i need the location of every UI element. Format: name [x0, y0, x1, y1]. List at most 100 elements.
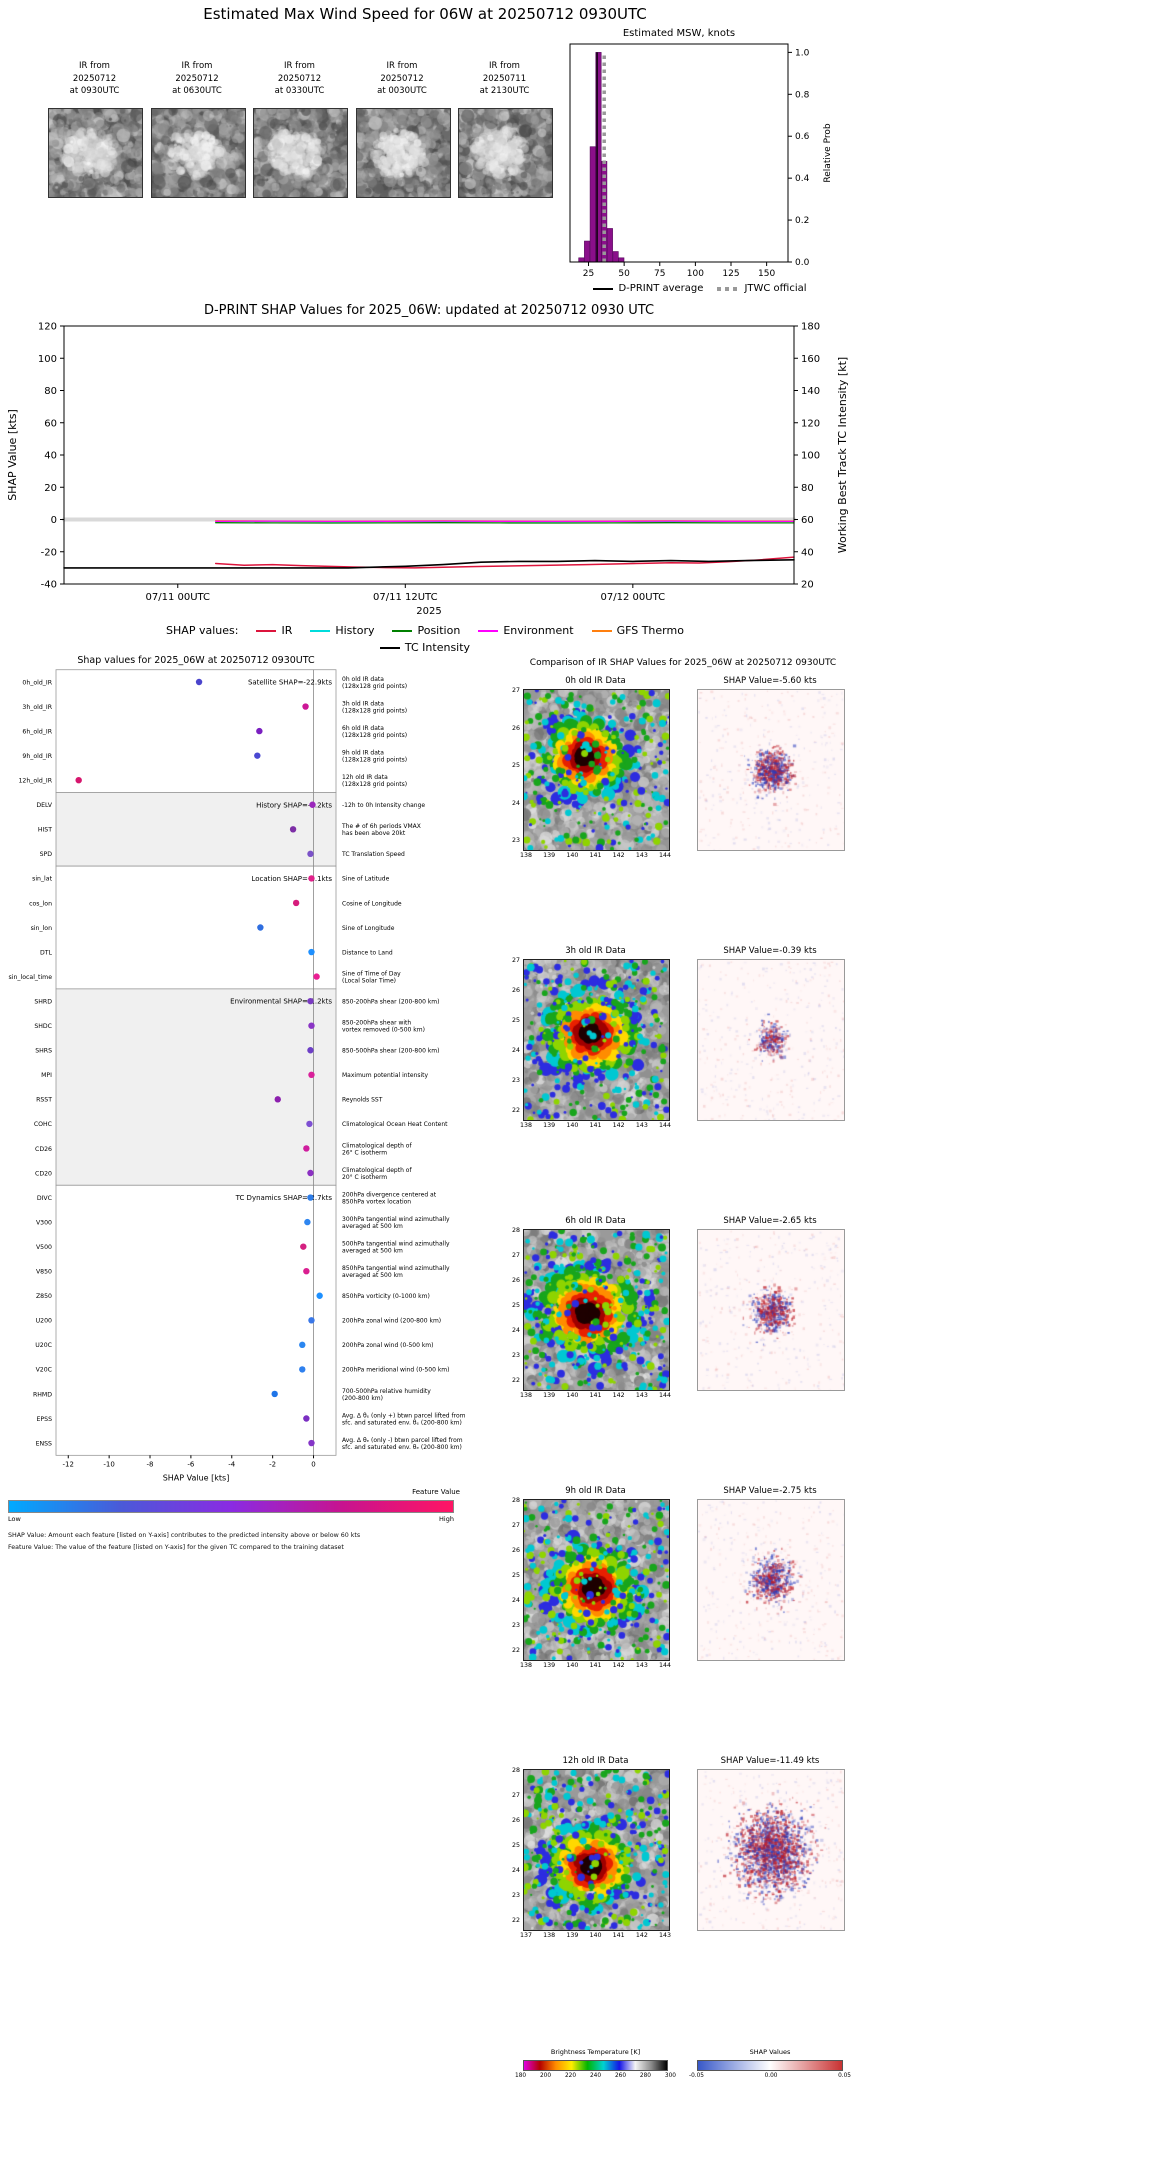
svg-text:1.0: 1.0: [795, 48, 810, 58]
lat-tick-label: 25: [511, 1302, 520, 1309]
svg-text:Climatological Ocean Heat Cont: Climatological Ocean Heat Content: [342, 1121, 448, 1128]
svg-text:Relative Prob: Relative Prob: [823, 123, 833, 182]
ts-legend-item-tc-intensity: TC Intensity: [379, 641, 470, 654]
svg-text:Avg. Δ θₑ (only -) btwn parcel: Avg. Δ θₑ (only -) btwn parcel lifted fr…: [342, 1437, 463, 1444]
lat-tick-label: 22: [511, 1647, 520, 1654]
feature-value-colorbar: [8, 1500, 454, 1513]
lon-tick-label: 139: [543, 1122, 556, 1129]
lat-tick-label: 28: [511, 1497, 520, 1504]
svg-text:SHRD: SHRD: [34, 998, 52, 1005]
bt-colorbar-tick: 300: [664, 2073, 676, 2079]
svg-text:Climatological depth of: Climatological depth of: [342, 1142, 412, 1149]
svg-text:V850: V850: [36, 1269, 52, 1276]
svg-text:40: 40: [801, 547, 814, 558]
legend-line-swatch: [310, 629, 331, 632]
lat-tick-label: 22: [511, 1107, 520, 1114]
shap-timeseries-legend: SHAP values: IR History Position Environment…: [25, 622, 825, 656]
lat-tick-label: 25: [511, 762, 520, 769]
svg-text:0h old IR data: 0h old IR data: [342, 676, 384, 683]
lon-tick-label: 138: [519, 1662, 533, 1669]
svg-text:07/12 00UTC: 07/12 00UTC: [601, 592, 666, 603]
svg-text:80: 80: [801, 483, 814, 494]
ir-shap-comparison-section: Comparison of IR SHAP Values for 2025_06…: [495, 652, 875, 2092]
lat-tick-label: 27: [511, 957, 520, 964]
ts-legend-item-environment: Environment: [478, 624, 574, 637]
shap-map-canvas-1: [697, 959, 845, 1121]
lon-tick-label: 142: [612, 1662, 625, 1669]
shap-value-title-0: SHAP Value=-5.60 kts: [723, 676, 817, 686]
svg-text:SHAP Value [kts]: SHAP Value [kts]: [6, 409, 19, 501]
svg-text:9h_old_IR: 9h_old_IR: [22, 753, 52, 760]
svg-text:20: 20: [44, 483, 57, 494]
svg-text:40: 40: [44, 451, 57, 462]
svg-text:-8: -8: [147, 1460, 154, 1468]
svg-text:averaged at 500 km: averaged at 500 km: [342, 1272, 403, 1279]
svg-text:History SHAP=-1.2kts: History SHAP=-1.2kts: [256, 801, 332, 809]
svg-text:0: 0: [311, 1460, 315, 1468]
shap-values-colorbar-ticks: -0.05 0.00 0.05: [689, 2073, 851, 2079]
svg-text:vortex removed (0-500 km): vortex removed (0-500 km): [342, 1027, 425, 1034]
bt-colorbar-tick: 180: [515, 2073, 527, 2079]
lon-tick-label: 142: [635, 1932, 648, 1939]
hist-legend-item-jtwc-official: JTWC official: [717, 283, 807, 294]
svg-text:-40: -40: [41, 580, 57, 591]
svg-text:Environmental SHAP=-1.2kts: Environmental SHAP=-1.2kts: [230, 998, 332, 1006]
svg-text:-10: -10: [103, 1460, 114, 1468]
ir-thumbnail-label-2: IR from 20250712 at 0330UTC: [274, 61, 325, 96]
lon-tick-label: 141: [589, 1392, 602, 1399]
lon-tick-label: 138: [543, 1932, 556, 1939]
lat-tick-label: 23: [511, 1622, 520, 1629]
legend-line-swatch: [379, 646, 400, 649]
svg-text:HIST: HIST: [38, 827, 52, 834]
ts-legend-item-gfs-thermo: GFS Thermo: [591, 624, 684, 637]
svg-text:-2: -2: [269, 1460, 276, 1468]
svg-text:200hPa meridional wind (0-500: 200hPa meridional wind (0-500 km): [342, 1367, 450, 1374]
feature-value-footnote: Feature Value: The value of the feature …: [8, 1544, 344, 1551]
svg-text:sfc. and saturated env. θₑ (20: sfc. and saturated env. θₑ (200-800 km): [342, 1444, 462, 1451]
lon-tick-label: 142: [612, 1392, 625, 1399]
msw-histogram: Estimated MSW, knots 25 50 75 100 125 150 0.0 0.…: [569, 28, 833, 279]
bt-colorbar-tick: 220: [564, 2073, 577, 2079]
svg-text:0.4: 0.4: [795, 174, 810, 184]
lat-tick-label: 25: [511, 1572, 520, 1579]
ir-thumbnail-label-4: IR from 20250711 at 2130UTC: [479, 61, 530, 96]
lat-tick-label: 27: [511, 687, 520, 694]
ir-data-canvas-1: [523, 959, 670, 1121]
svg-text:ENSS: ENSS: [36, 1440, 52, 1447]
lon-tick-label: 142: [612, 1122, 625, 1129]
lat-tick-label: 26: [511, 987, 520, 994]
svg-text:sin_local_time: sin_local_time: [9, 974, 53, 981]
lat-tick-label: 23: [511, 1077, 520, 1084]
svg-text:SPD: SPD: [40, 851, 53, 858]
ir-data-title-0: 0h old IR Data: [565, 676, 626, 686]
lon-tick-label: 138: [519, 852, 533, 859]
lon-tick-label: 143: [635, 1392, 648, 1399]
shap-timeseries-chart: D-PRINT SHAP Values for 2025_06W: update…: [6, 303, 849, 617]
svg-text:(128x128 grid points): (128x128 grid points): [342, 781, 407, 788]
svg-text:20: 20: [801, 580, 814, 591]
svg-text:sfc. and saturated env. θₑ (20: sfc. and saturated env. θₑ (200-800 km): [342, 1419, 462, 1426]
lat-tick-label: 26: [511, 724, 520, 732]
ir-data-title-4: 12h old IR Data: [562, 1756, 629, 1766]
lat-tick-label: 26: [511, 1817, 520, 1824]
lon-tick-label: 144: [658, 1122, 672, 1129]
svg-text:Climatological depth of: Climatological depth of: [342, 1167, 412, 1174]
svg-text:TC Dynamics SHAP=-2.7kts: TC Dynamics SHAP=-2.7kts: [235, 1194, 333, 1202]
svg-text:SHRS: SHRS: [35, 1048, 52, 1055]
svg-text:125: 125: [722, 269, 739, 279]
bt-colorbar-tick: 240: [589, 2073, 602, 2079]
svg-text:2025: 2025: [416, 606, 441, 617]
svg-text:12h_old_IR: 12h_old_IR: [18, 778, 52, 785]
svg-text:(Local Solar Time): (Local Solar Time): [342, 977, 396, 984]
svg-text:has been above 20kt: has been above 20kt: [342, 830, 406, 837]
svg-text:V20C: V20C: [36, 1367, 52, 1374]
svg-text:RHMD: RHMD: [33, 1391, 52, 1398]
ir-thumbnail-canvas-3: [355, 108, 451, 198]
svg-text:0h_old_IR: 0h_old_IR: [22, 679, 52, 686]
svg-text:07/11 00UTC: 07/11 00UTC: [145, 592, 210, 603]
lon-tick-label: 140: [566, 1662, 579, 1669]
brightness-temp-colorbar-label: Brightness Temperature [K]: [550, 2048, 641, 2056]
svg-text:Satellite SHAP=-22.9kts: Satellite SHAP=-22.9kts: [248, 679, 332, 687]
svg-text:averaged at 500 km: averaged at 500 km: [342, 1223, 403, 1230]
shap-dotplot-chart: Shap values for 2025_06W at 20250712 093…: [9, 655, 466, 1482]
